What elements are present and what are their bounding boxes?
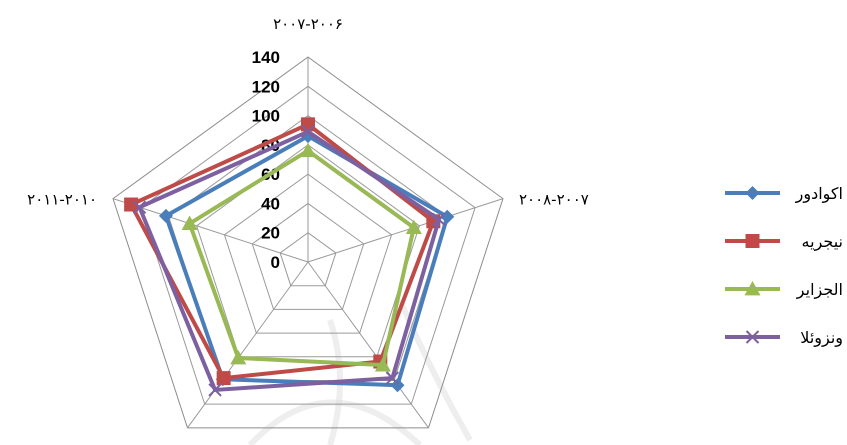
- data-point: [181, 215, 198, 230]
- radial-tick-label: 100: [252, 107, 280, 126]
- series-triangle: [181, 142, 422, 372]
- category-labels: ۲۰۰۷-۲۰۰۶ ۲۰۰۸-۲۰۰۷ ۲۰۰۹-۲۰۰۸ ۲۰۱۰-۲۰۰۹ ۲۰۱۱…: [27, 15, 589, 445]
- legend-item: اکوادور: [725, 184, 843, 204]
- legend-marker: [745, 234, 760, 248]
- legend-item: ونزوئلا: [725, 328, 843, 348]
- legend-label: الجزایر: [796, 280, 843, 300]
- category-label: ۲۰۰۹-۲۰۰۸: [446, 442, 516, 445]
- data-point: [390, 378, 405, 393]
- category-label: ۲۰۰۸-۲۰۰۷: [519, 191, 589, 209]
- category-label: ۲۰۱۱-۲۰۱۰: [27, 191, 97, 209]
- data-point: [300, 142, 316, 158]
- data-point: [158, 208, 173, 223]
- grid-ring: [196, 144, 420, 358]
- legend-marker: [744, 281, 761, 296]
- grid-spoke: [187, 261, 309, 429]
- data-point: [301, 117, 315, 132]
- radar-series: [124, 117, 455, 397]
- legend-marker: [745, 186, 760, 200]
- grid-spoke: [112, 198, 309, 263]
- legend: اکوادور نیجریه الجزایر ونزوئلا: [725, 184, 843, 348]
- series-line: [129, 122, 436, 381]
- legend-label: نیجریه: [802, 232, 843, 252]
- category-label: ۲۰۱۰-۲۰۰۹: [101, 442, 171, 445]
- data-point: [301, 124, 315, 139]
- legend-marker: [745, 330, 760, 344]
- category-label: ۲۰۰۷-۲۰۰۶: [273, 15, 343, 33]
- grid-spoke: [307, 198, 504, 263]
- grid-spoke: [307, 261, 429, 429]
- series-x: [132, 124, 446, 397]
- radial-tick-label: 140: [252, 48, 280, 67]
- radar-grid: [112, 56, 504, 429]
- grid-ring: [223, 173, 393, 334]
- legend-item: نیجریه: [725, 232, 843, 252]
- data-point: [374, 357, 391, 372]
- data-point: [432, 212, 446, 227]
- radial-tick-label: 20: [261, 224, 280, 243]
- data-point: [216, 371, 231, 386]
- series-line: [137, 129, 441, 392]
- data-point: [230, 349, 247, 365]
- data-point: [208, 383, 222, 397]
- data-point: [405, 219, 422, 235]
- radial-tick-label: 120: [252, 77, 280, 96]
- radial-tick-label: 40: [261, 194, 280, 213]
- grid-ring: [279, 232, 337, 287]
- legend-label: اکوادور: [795, 184, 843, 204]
- data-point: [385, 371, 400, 385]
- legend-label: ونزوئلا: [800, 328, 843, 348]
- grid-ring: [251, 202, 365, 310]
- data-point: [132, 200, 147, 214]
- radial-tick-label: 0: [271, 253, 280, 272]
- legend-item: الجزایر: [725, 280, 843, 300]
- grid-ring: [112, 56, 504, 429]
- series-line: [187, 148, 416, 368]
